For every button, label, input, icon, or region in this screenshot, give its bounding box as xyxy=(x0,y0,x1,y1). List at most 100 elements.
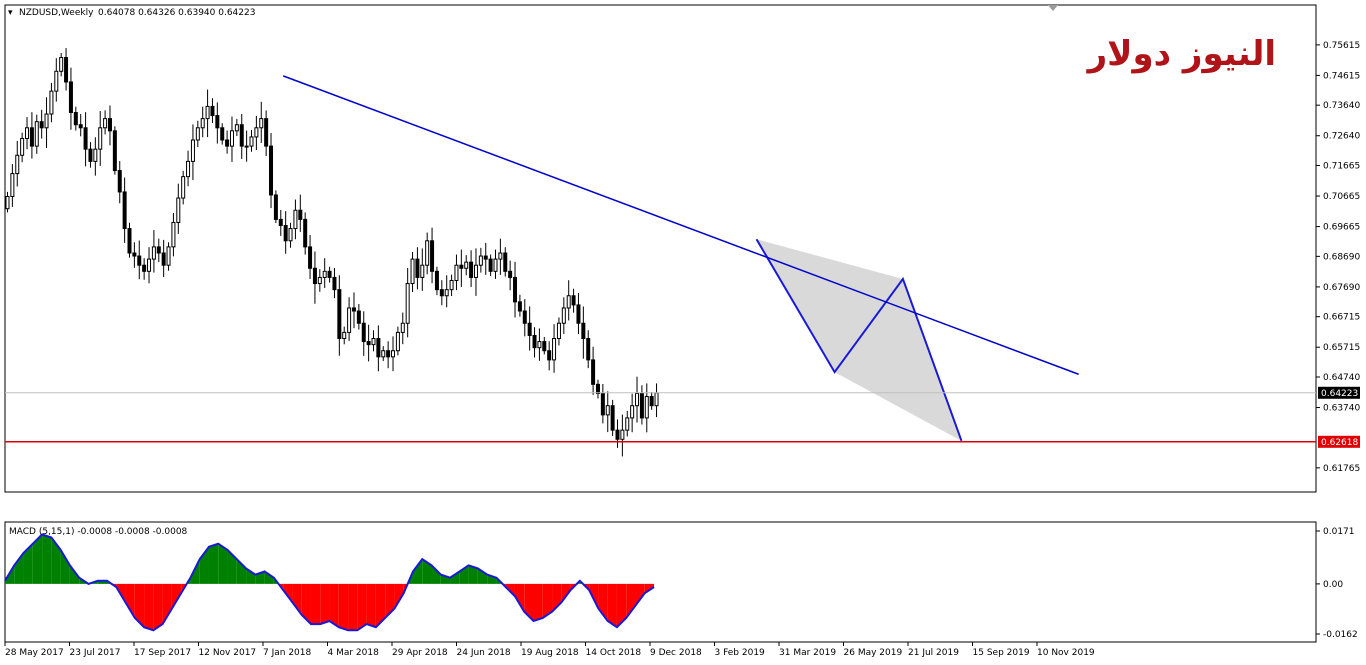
price-tick-label: 0.63740 xyxy=(1323,404,1360,414)
time-tick-label: 23 Jul 2017 xyxy=(70,648,121,658)
time-tick-label: 15 Sep 2019 xyxy=(973,648,1030,658)
time-tick-label: 21 Jul 2019 xyxy=(908,648,959,658)
macd-negative-area xyxy=(292,583,302,615)
candle-body xyxy=(513,276,518,303)
macd-positive-area xyxy=(431,565,441,584)
time-tick-label: 3 Feb 2019 xyxy=(715,648,766,658)
candle-body xyxy=(420,264,425,278)
candle-body xyxy=(405,283,410,324)
time-tick-label: 31 Mar 2019 xyxy=(779,648,836,658)
macd-negative-area xyxy=(338,583,349,631)
candle-body xyxy=(610,405,615,431)
macd-positive-area xyxy=(14,552,24,584)
candle-body xyxy=(205,105,210,120)
candle-body xyxy=(112,130,117,172)
candle-body xyxy=(542,341,547,352)
candle-body xyxy=(147,258,152,272)
macd-negative-area xyxy=(301,583,311,625)
candle-body xyxy=(459,264,464,269)
candle-body xyxy=(93,148,98,162)
chart-shift-icon[interactable] xyxy=(1048,5,1058,11)
macd-negative-area xyxy=(626,583,636,618)
candle-body xyxy=(190,139,195,162)
macd-line xyxy=(4,533,655,632)
candle-body xyxy=(317,276,322,285)
time-tick-label: 28 May 2017 xyxy=(5,648,64,658)
candle-body xyxy=(132,252,137,257)
macd-negative-area xyxy=(524,583,534,622)
candle-body xyxy=(332,276,337,291)
current-price-label: 0.64223 xyxy=(1321,389,1358,399)
candle-body xyxy=(508,270,513,278)
pattern-area-2 xyxy=(834,278,962,441)
price-tick-label: 0.68690 xyxy=(1323,252,1360,262)
candle-body xyxy=(376,338,381,358)
macd-negative-area xyxy=(171,583,182,609)
candle-body xyxy=(522,310,527,324)
candle-body xyxy=(537,341,542,349)
main-pane xyxy=(4,4,1317,493)
macd-negative-area xyxy=(375,583,386,628)
candle-body xyxy=(430,240,435,272)
candle-body xyxy=(639,392,644,419)
candle-body xyxy=(215,115,220,129)
candle-body xyxy=(488,258,493,272)
candle-body xyxy=(264,118,269,147)
symbol-label: NZDUSD,Weekly xyxy=(19,8,94,18)
candle-body xyxy=(303,218,308,248)
macd-positive-area xyxy=(412,559,423,584)
candle-body xyxy=(34,121,39,147)
candle-body xyxy=(15,154,20,175)
time-tick-label: 10 Nov 2019 xyxy=(1037,648,1095,658)
candle-body xyxy=(322,270,327,278)
candle-body xyxy=(156,246,161,254)
candle-body xyxy=(469,261,474,278)
time-tick-label: 26 May 2019 xyxy=(844,648,903,658)
candle-body xyxy=(127,228,132,254)
macd-negative-area xyxy=(153,583,163,631)
macd-axis: 0.0171 0.00 -0.0162 xyxy=(1316,527,1358,640)
candle-body xyxy=(361,322,366,343)
candle-body xyxy=(10,173,15,197)
candle-body xyxy=(464,261,469,269)
candle-body xyxy=(88,148,93,162)
candle-body xyxy=(44,113,49,129)
candle-body xyxy=(39,121,44,129)
price-tick-label: 0.72640 xyxy=(1323,132,1360,142)
macd-negative-area xyxy=(616,583,627,628)
candle-body xyxy=(595,383,600,394)
macd-positive-area xyxy=(246,568,256,584)
candle-body xyxy=(400,322,405,333)
candle-body xyxy=(556,322,561,340)
candle-body xyxy=(600,392,605,416)
ohlc-label: 0.64078 0.64326 0.63940 0.64223 xyxy=(98,8,255,18)
symbol-dropdown-icon[interactable]: ▾ xyxy=(8,8,13,18)
candle-body xyxy=(327,270,332,278)
candle-body xyxy=(517,301,522,312)
time-axis: 28 May 2017 23 Jul 2017 17 Sep 2017 12 Nov … xyxy=(4,642,1095,658)
macd-negative-area xyxy=(134,583,145,628)
candle-body xyxy=(29,127,34,147)
candle-body xyxy=(347,307,352,333)
candle-body xyxy=(615,429,620,440)
macd-negative-area xyxy=(552,583,562,612)
macd-negative-area xyxy=(320,583,330,625)
price-tick-label: 0.65715 xyxy=(1323,343,1360,353)
candle-body xyxy=(410,258,415,285)
candle-body xyxy=(473,264,478,278)
candle-body xyxy=(425,240,430,266)
candle-body xyxy=(288,228,293,242)
price-tick-label: 0.64740 xyxy=(1323,373,1360,383)
macd-positive-area xyxy=(450,571,460,584)
pattern-area-1 xyxy=(756,239,903,373)
time-tick-label: 24 Jun 2018 xyxy=(457,648,511,658)
candle-body xyxy=(503,252,508,272)
candle-body xyxy=(366,341,371,346)
candle-body xyxy=(195,127,200,141)
candle-body xyxy=(122,191,127,230)
candle-body xyxy=(654,392,659,407)
candle-body xyxy=(630,405,635,419)
candle-body xyxy=(566,295,571,309)
candle-body xyxy=(561,307,566,324)
